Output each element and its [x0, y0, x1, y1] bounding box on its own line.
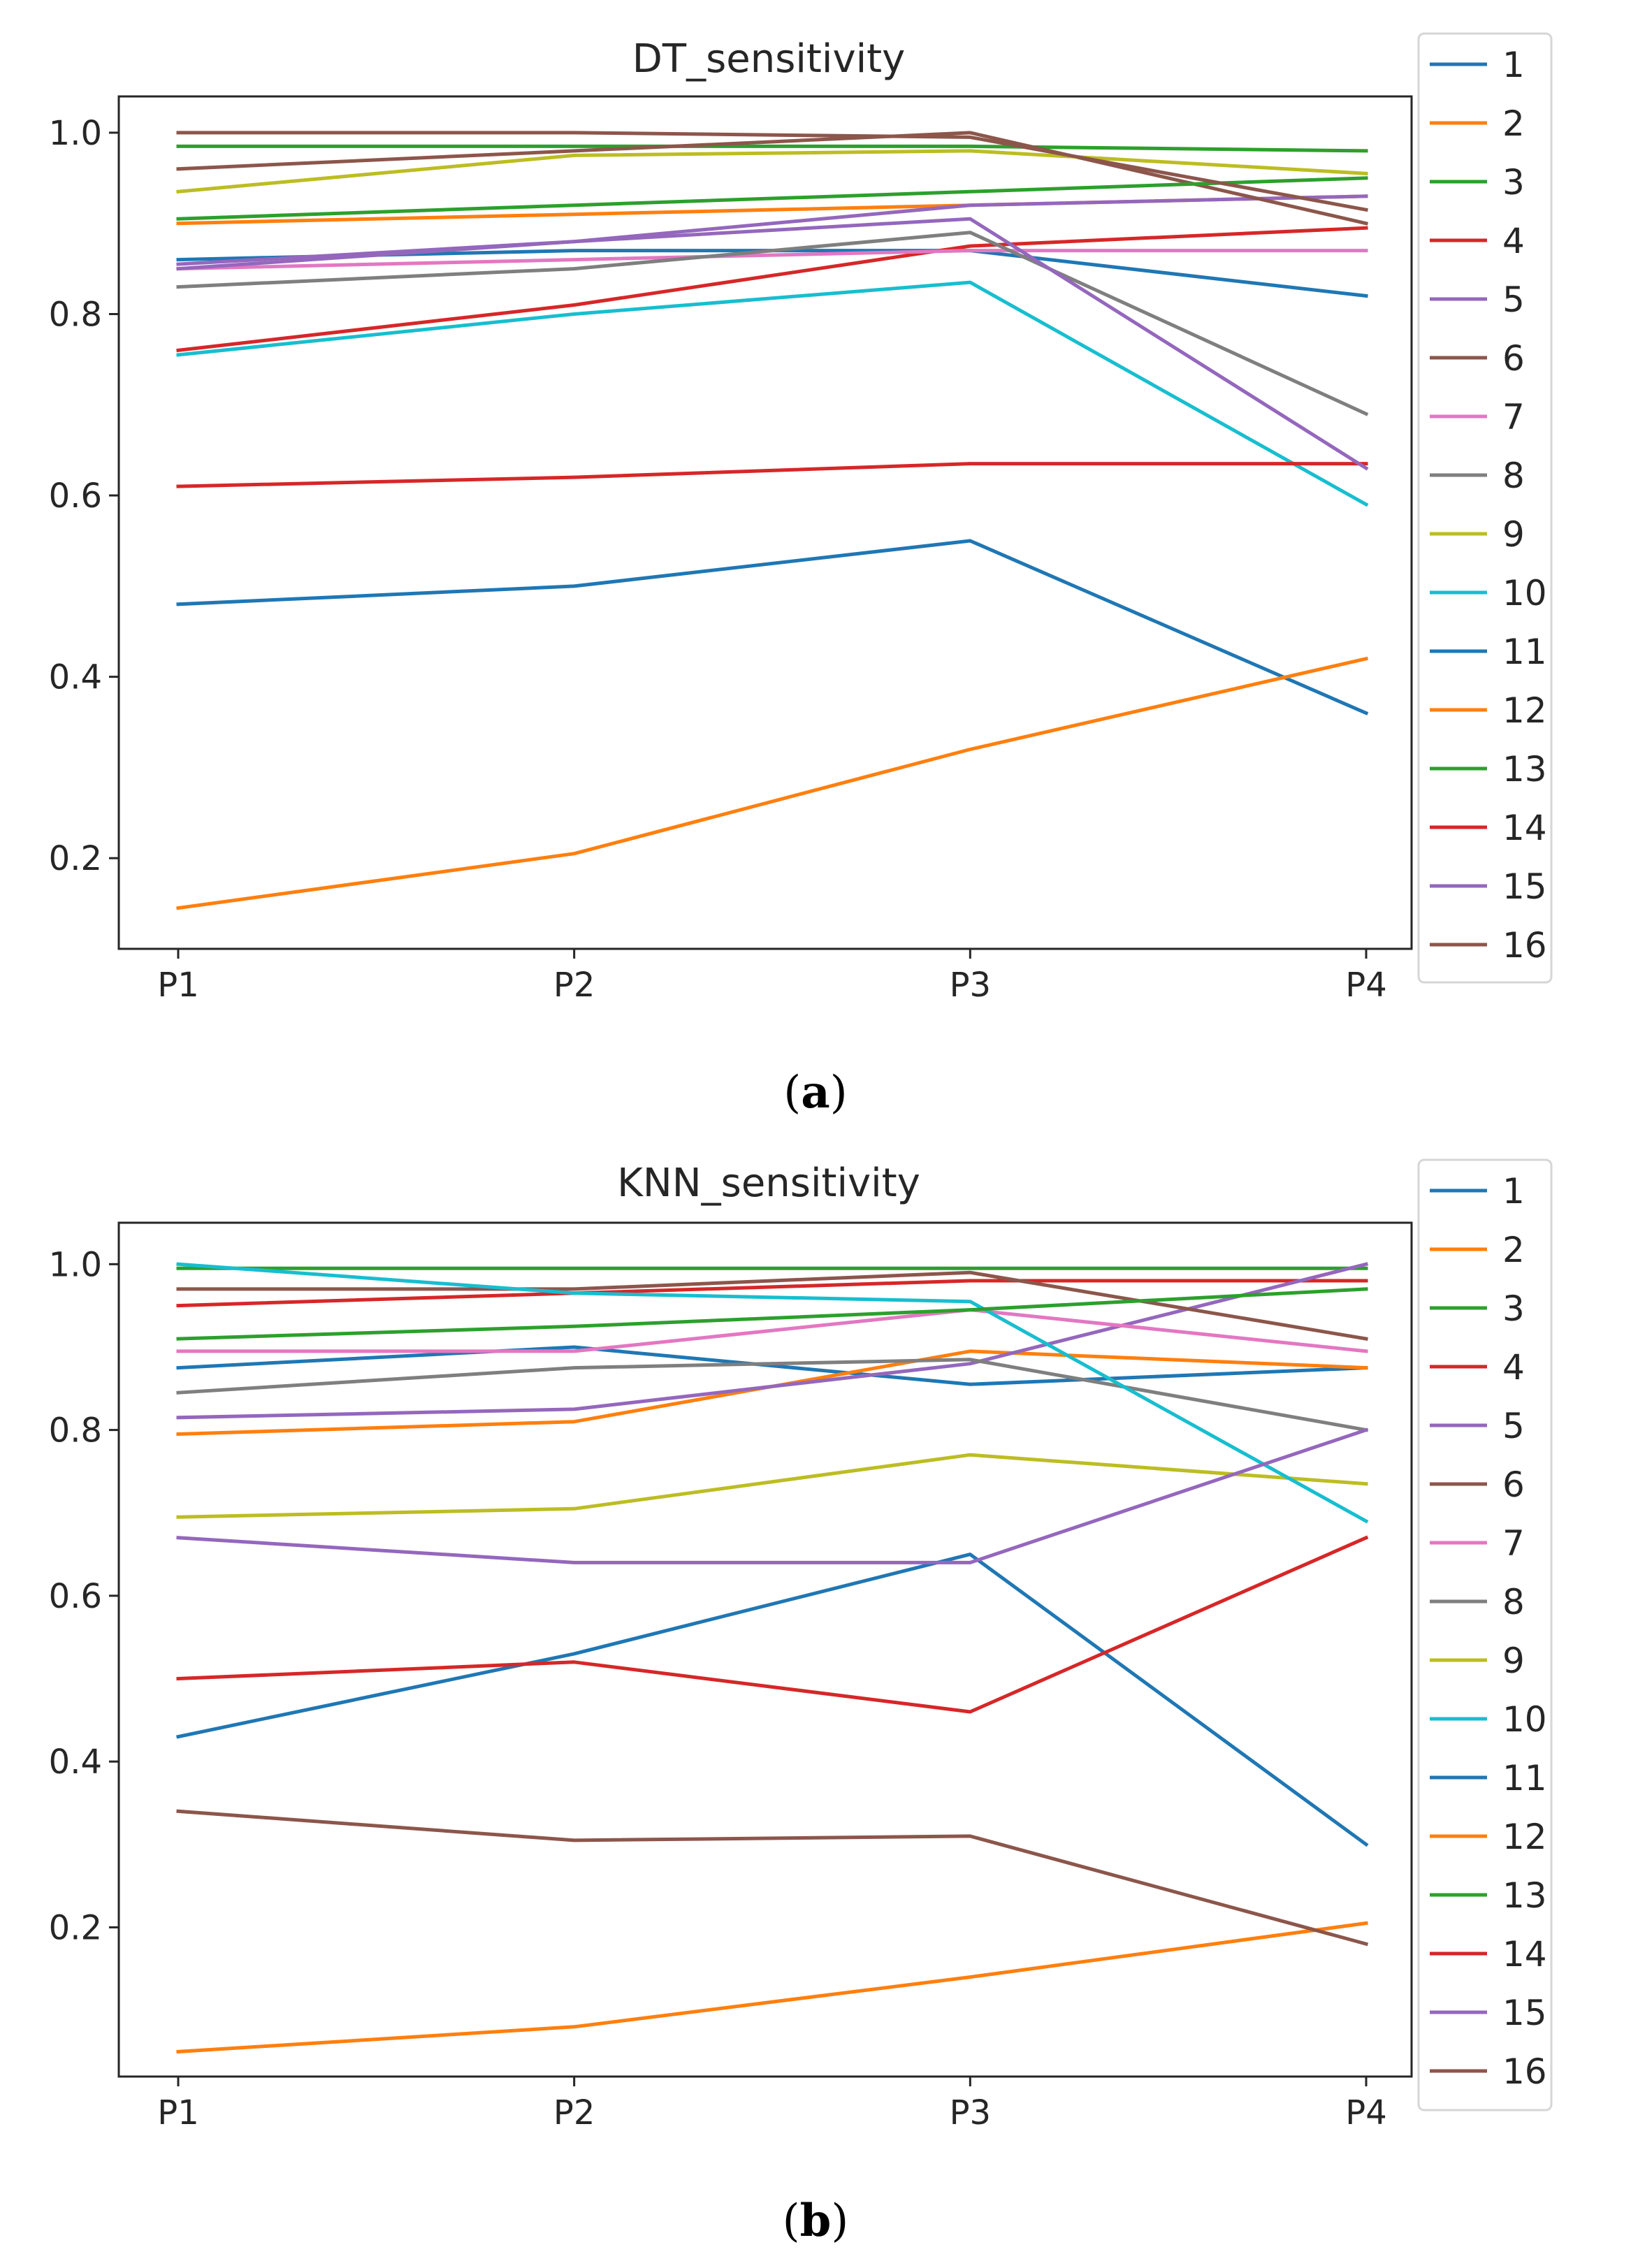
- legend-box: [1417, 32, 1553, 984]
- caption-b: (b): [783, 2195, 849, 2247]
- legend-label: 11: [1502, 632, 1547, 672]
- legend-label: 1: [1502, 1171, 1525, 1212]
- y-tick-label: 0.8: [49, 1411, 102, 1451]
- x-tick-label: P1: [157, 2093, 198, 2132]
- legend-label: 4: [1502, 1347, 1525, 1388]
- y-tick-label: 0.6: [49, 477, 102, 516]
- y-tick-label: 0.8: [49, 295, 102, 334]
- series-line-14: [176, 462, 1368, 488]
- legend-label: 8: [1502, 1582, 1525, 1622]
- legend-label: 5: [1502, 279, 1525, 320]
- legend-label: 8: [1502, 456, 1525, 496]
- legend-label: 3: [1502, 162, 1525, 203]
- series-line-16: [176, 1809, 1369, 1947]
- series-line-13: [176, 176, 1368, 221]
- series-line-8: [176, 231, 1369, 416]
- legend-box: [1417, 1158, 1553, 2111]
- series-line-13: [176, 1287, 1368, 1341]
- series-line-4: [176, 1279, 1368, 1308]
- legend-label: 7: [1502, 397, 1525, 437]
- legend-label: 15: [1502, 866, 1547, 907]
- x-tick-label: P4: [1345, 966, 1386, 1005]
- series-line-5: [176, 194, 1368, 266]
- legend-label: 14: [1502, 808, 1547, 848]
- series-line-12: [176, 656, 1368, 910]
- legend-label: 16: [1502, 925, 1547, 966]
- legend-label: 12: [1502, 690, 1547, 731]
- legend-label: 13: [1502, 1875, 1547, 1916]
- legend-label: 5: [1502, 1406, 1525, 1446]
- series-line-7: [176, 1308, 1368, 1353]
- caption-letter: b: [800, 2195, 832, 2247]
- series-line-6: [176, 1270, 1368, 1341]
- legend-label: 9: [1502, 514, 1525, 555]
- series-line-11: [176, 539, 1369, 715]
- dt-sensitivity-chart: DT_sensitivity 0.20.40.60.81.0 P1 P2 P3 P4 …: [49, 32, 1553, 1119]
- legend-label: 10: [1502, 573, 1547, 613]
- legend-label: 10: [1502, 1699, 1547, 1740]
- legend-label: 4: [1502, 221, 1525, 261]
- legend-label: 12: [1502, 1817, 1547, 1857]
- series-line-9: [176, 1453, 1368, 1519]
- caption-letter: a: [801, 1066, 829, 1119]
- series-line-4: [176, 226, 1368, 353]
- legend-label: 1: [1502, 45, 1525, 85]
- y-tick-label: 0.4: [49, 1743, 102, 1782]
- series-line-5: [176, 1262, 1369, 1420]
- series-line-3: [176, 144, 1368, 153]
- legend-label: 6: [1502, 1464, 1525, 1505]
- plot-frame: [117, 95, 1413, 950]
- series-line-12: [176, 1921, 1368, 2054]
- series-line-16: [176, 131, 1368, 212]
- y-tick-label: 0.6: [49, 1577, 102, 1616]
- legend-label: 13: [1502, 749, 1547, 790]
- x-tick-label: P3: [950, 2093, 991, 2132]
- series-line-10: [176, 1262, 1369, 1524]
- y-tick-label: 1.0: [49, 1245, 102, 1284]
- x-tick-label: P2: [553, 966, 595, 1005]
- x-tick-label: P1: [157, 966, 198, 1005]
- series-line-11: [176, 1553, 1369, 1847]
- plot-frame: [117, 1221, 1413, 2078]
- y-tick-label: 1.0: [49, 114, 102, 153]
- legend-label: 11: [1502, 1758, 1547, 1798]
- legend-label: 16: [1502, 2051, 1547, 2092]
- chart-title: DT_sensitivity: [632, 36, 906, 82]
- series-line-14: [176, 1535, 1369, 1714]
- series-line-15: [176, 1427, 1369, 1564]
- x-tick-label: P2: [553, 2093, 595, 2132]
- legend-label: 14: [1502, 1934, 1547, 1975]
- y-tick-label: 0.4: [49, 658, 102, 697]
- x-tick-label: P3: [950, 966, 991, 1005]
- x-tick-label: P4: [1345, 2093, 1386, 2132]
- y-tick-label: 0.2: [49, 839, 102, 878]
- series-line-8: [176, 1358, 1368, 1432]
- chart-title: KNN_sensitivity: [617, 1161, 920, 1206]
- legend-label: 6: [1502, 338, 1525, 379]
- legend-label: 2: [1502, 1230, 1525, 1270]
- series-line-10: [176, 280, 1369, 507]
- series-line-15: [176, 217, 1369, 471]
- legend-label: 15: [1502, 1993, 1547, 2033]
- knn-sensitivity-chart: KNN_sensitivity 0.2 0.4 0.6 0.8 1.0 P1 P2 P3 P4…: [49, 1158, 1553, 2247]
- y-tick-label: 0.2: [49, 1908, 102, 1947]
- legend-label: 3: [1502, 1288, 1525, 1329]
- series-line-1: [176, 1345, 1368, 1386]
- legend-label: 2: [1502, 103, 1525, 144]
- legend-label: 9: [1502, 1641, 1525, 1681]
- legend-label: 7: [1502, 1523, 1525, 1564]
- series-line-6: [176, 131, 1368, 226]
- series-line-9: [176, 149, 1368, 194]
- caption-a: (a): [783, 1066, 847, 1119]
- series-line-7: [176, 249, 1368, 271]
